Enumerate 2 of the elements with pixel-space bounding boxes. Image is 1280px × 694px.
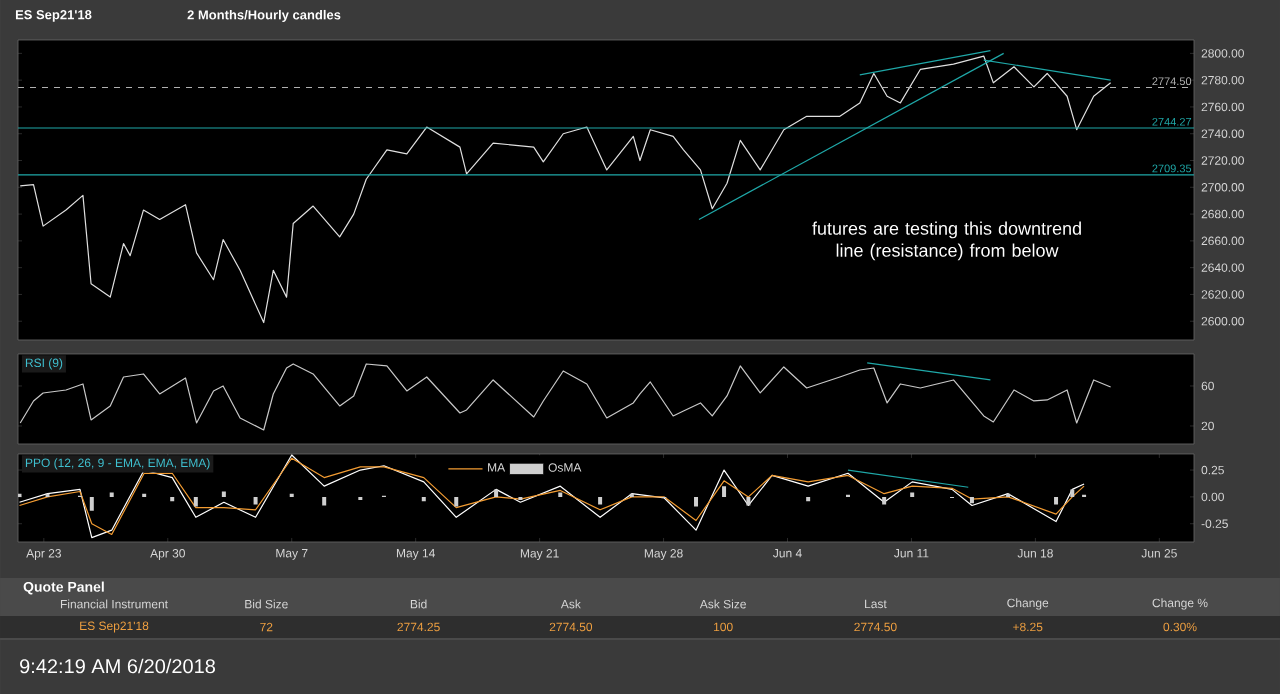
annotation: futures are testing this downtrend line (resistance) from below — [812, 221, 1081, 261]
text: 9:42:19 AM 6/20/2018 — [20, 658, 215, 674]
